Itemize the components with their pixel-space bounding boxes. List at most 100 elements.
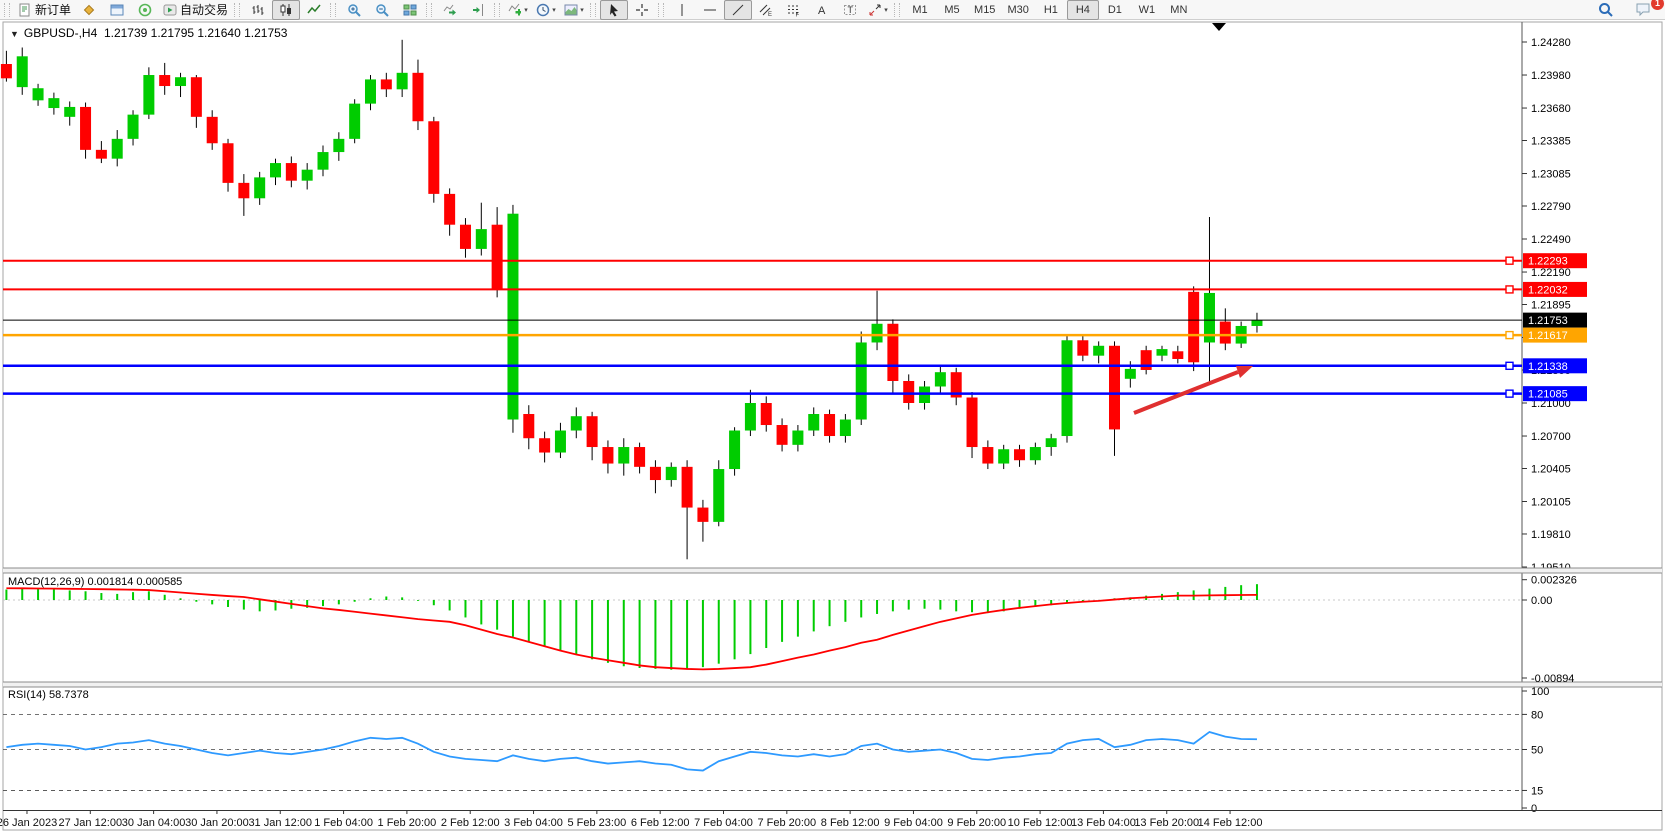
date-tick-label: 30 Jan 04:00 bbox=[122, 817, 186, 829]
candle-body bbox=[1093, 345, 1105, 356]
new-chart-button[interactable] bbox=[103, 0, 131, 20]
candle-body bbox=[934, 372, 946, 387]
candle-body bbox=[285, 163, 297, 181]
templates-button[interactable]: ▾ bbox=[560, 0, 588, 20]
candle-body bbox=[966, 397, 978, 448]
candlestick-chart-button[interactable] bbox=[272, 0, 301, 20]
search-button[interactable] bbox=[1591, 0, 1619, 20]
date-tick-label: 26 Jan 2023 bbox=[0, 817, 57, 829]
zoom-in-button[interactable] bbox=[340, 0, 368, 20]
candle-body bbox=[855, 342, 867, 420]
rsi-axis-label: 50 bbox=[1531, 745, 1543, 757]
price-tag bbox=[1523, 281, 1587, 297]
rsi-axis-label: 100 bbox=[1531, 686, 1549, 698]
date-tick-label: 5 Feb 23:00 bbox=[567, 817, 626, 829]
cursor-icon bbox=[607, 3, 621, 17]
chevron-down-icon[interactable]: ▾ bbox=[552, 6, 556, 14]
date-tick-label: 31 Jan 12:00 bbox=[248, 817, 312, 829]
candle-body bbox=[270, 163, 282, 178]
candle-body bbox=[1251, 320, 1263, 326]
autotrading-button[interactable]: 自动交易 bbox=[159, 0, 232, 20]
auto-scroll-button[interactable] bbox=[436, 0, 464, 20]
candle-body bbox=[824, 414, 836, 437]
macd-label: MACD(12,26,9) 0.001814 0.000585 bbox=[8, 576, 183, 588]
candle-body bbox=[1029, 447, 1041, 461]
svg-text:F: F bbox=[796, 12, 800, 17]
notifications-button[interactable]: 1 bbox=[1629, 0, 1664, 20]
chevron-down-icon[interactable]: ▾ bbox=[580, 6, 584, 14]
price-tag bbox=[1523, 327, 1587, 343]
vertical-line-button[interactable] bbox=[668, 0, 696, 20]
chart-canvas[interactable]: 1.24280 1.23980 1.23680 1.23385 1.23085 1.227… bbox=[0, 20, 1665, 834]
new-order-button[interactable]: 新订单 bbox=[14, 0, 75, 20]
periods-button[interactable]: ▾ bbox=[532, 0, 560, 20]
line-chart-button[interactable] bbox=[300, 0, 328, 20]
candle-body bbox=[222, 143, 234, 183]
rsi-axis-label: 0 bbox=[1531, 803, 1537, 815]
price-tick-label: 1.20405 bbox=[1531, 463, 1571, 475]
chevron-down-icon[interactable]: ▾ bbox=[524, 6, 528, 14]
timeframe-h1-button[interactable]: H1 bbox=[1043, 3, 1058, 16]
candle-body bbox=[649, 466, 661, 481]
candle-body bbox=[491, 224, 503, 289]
date-tick-label: 8 Feb 12:00 bbox=[821, 817, 880, 829]
trendline-icon bbox=[731, 3, 745, 17]
autotrade-icon bbox=[163, 3, 177, 17]
price-tick-label: 1.23980 bbox=[1531, 70, 1571, 82]
timeframe-m15-button[interactable]: M15 bbox=[974, 3, 996, 16]
candle-body bbox=[1109, 345, 1120, 430]
svg-text:E: E bbox=[768, 12, 772, 17]
cursor-button[interactable] bbox=[600, 0, 629, 20]
candle-body bbox=[1014, 449, 1026, 461]
line-handle bbox=[1505, 389, 1514, 398]
candles-icon bbox=[279, 3, 293, 17]
timeframe-w1-button[interactable]: W1 bbox=[1138, 3, 1156, 16]
symbol-dropdown-icon[interactable]: ▼ bbox=[10, 29, 19, 39]
mql-wizard-button[interactable] bbox=[75, 0, 103, 20]
chart-shift-button[interactable] bbox=[464, 0, 492, 20]
price-tag bbox=[1523, 358, 1587, 374]
price-tag-label: 1.21753 bbox=[1528, 315, 1568, 327]
arrows-button[interactable]: ▾ bbox=[864, 0, 892, 20]
timeframe-mn-button[interactable]: MN bbox=[1170, 3, 1188, 16]
text-button[interactable]: A bbox=[808, 0, 836, 20]
arrows-icon bbox=[868, 3, 882, 17]
candle-body bbox=[903, 380, 915, 404]
timeframe-h4-button[interactable]: H4 bbox=[1066, 0, 1099, 20]
date-tick-label: 6 Feb 12:00 bbox=[631, 817, 690, 829]
date-tick-label: 3 Feb 04:00 bbox=[504, 817, 563, 829]
shift-icon bbox=[471, 3, 485, 17]
tile-windows-button[interactable] bbox=[396, 0, 424, 20]
zoom-out-button[interactable] bbox=[368, 0, 396, 20]
candle-body bbox=[697, 507, 709, 522]
rsi-label: RSI(14) 58.7378 bbox=[8, 689, 89, 701]
indicators-button[interactable]: ▾ bbox=[504, 0, 532, 20]
candle-body bbox=[175, 77, 187, 87]
chevron-down-icon[interactable]: ▾ bbox=[884, 6, 888, 14]
timeframe-m30-button[interactable]: M30 bbox=[1007, 3, 1029, 16]
candle-body bbox=[459, 224, 471, 249]
candle-body bbox=[301, 169, 313, 181]
equidistant-channel-button[interactable]: E bbox=[752, 0, 780, 20]
chart-frame bbox=[2, 21, 1663, 831]
crosshair-button[interactable] bbox=[628, 0, 656, 20]
horizontal-line-button[interactable] bbox=[696, 0, 724, 20]
candle-body bbox=[618, 447, 630, 464]
timeframe-d1-button[interactable]: D1 bbox=[1107, 3, 1122, 16]
fibonacci-button[interactable]: F bbox=[780, 0, 808, 20]
signals-button[interactable] bbox=[131, 0, 159, 20]
timeframe-m5-button[interactable]: M5 bbox=[944, 3, 960, 16]
text-label-button[interactable]: T bbox=[836, 0, 864, 20]
candle-body bbox=[1172, 351, 1184, 359]
trendline-button[interactable] bbox=[724, 0, 753, 20]
date-tick-label: 13 Feb 20:00 bbox=[1134, 817, 1199, 829]
template-icon bbox=[564, 3, 578, 17]
candle-body bbox=[950, 372, 962, 398]
timeframe-m1-button[interactable]: M1 bbox=[912, 3, 928, 16]
bar-chart-button[interactable] bbox=[244, 0, 272, 20]
date-tick-label: 10 Feb 12:00 bbox=[1008, 817, 1073, 829]
toolbar-grip bbox=[894, 2, 901, 17]
line-handle bbox=[1505, 361, 1514, 371]
date-tick-label: 1 Feb 04:00 bbox=[314, 817, 373, 829]
rsi-axis-label: 80 bbox=[1531, 709, 1543, 721]
